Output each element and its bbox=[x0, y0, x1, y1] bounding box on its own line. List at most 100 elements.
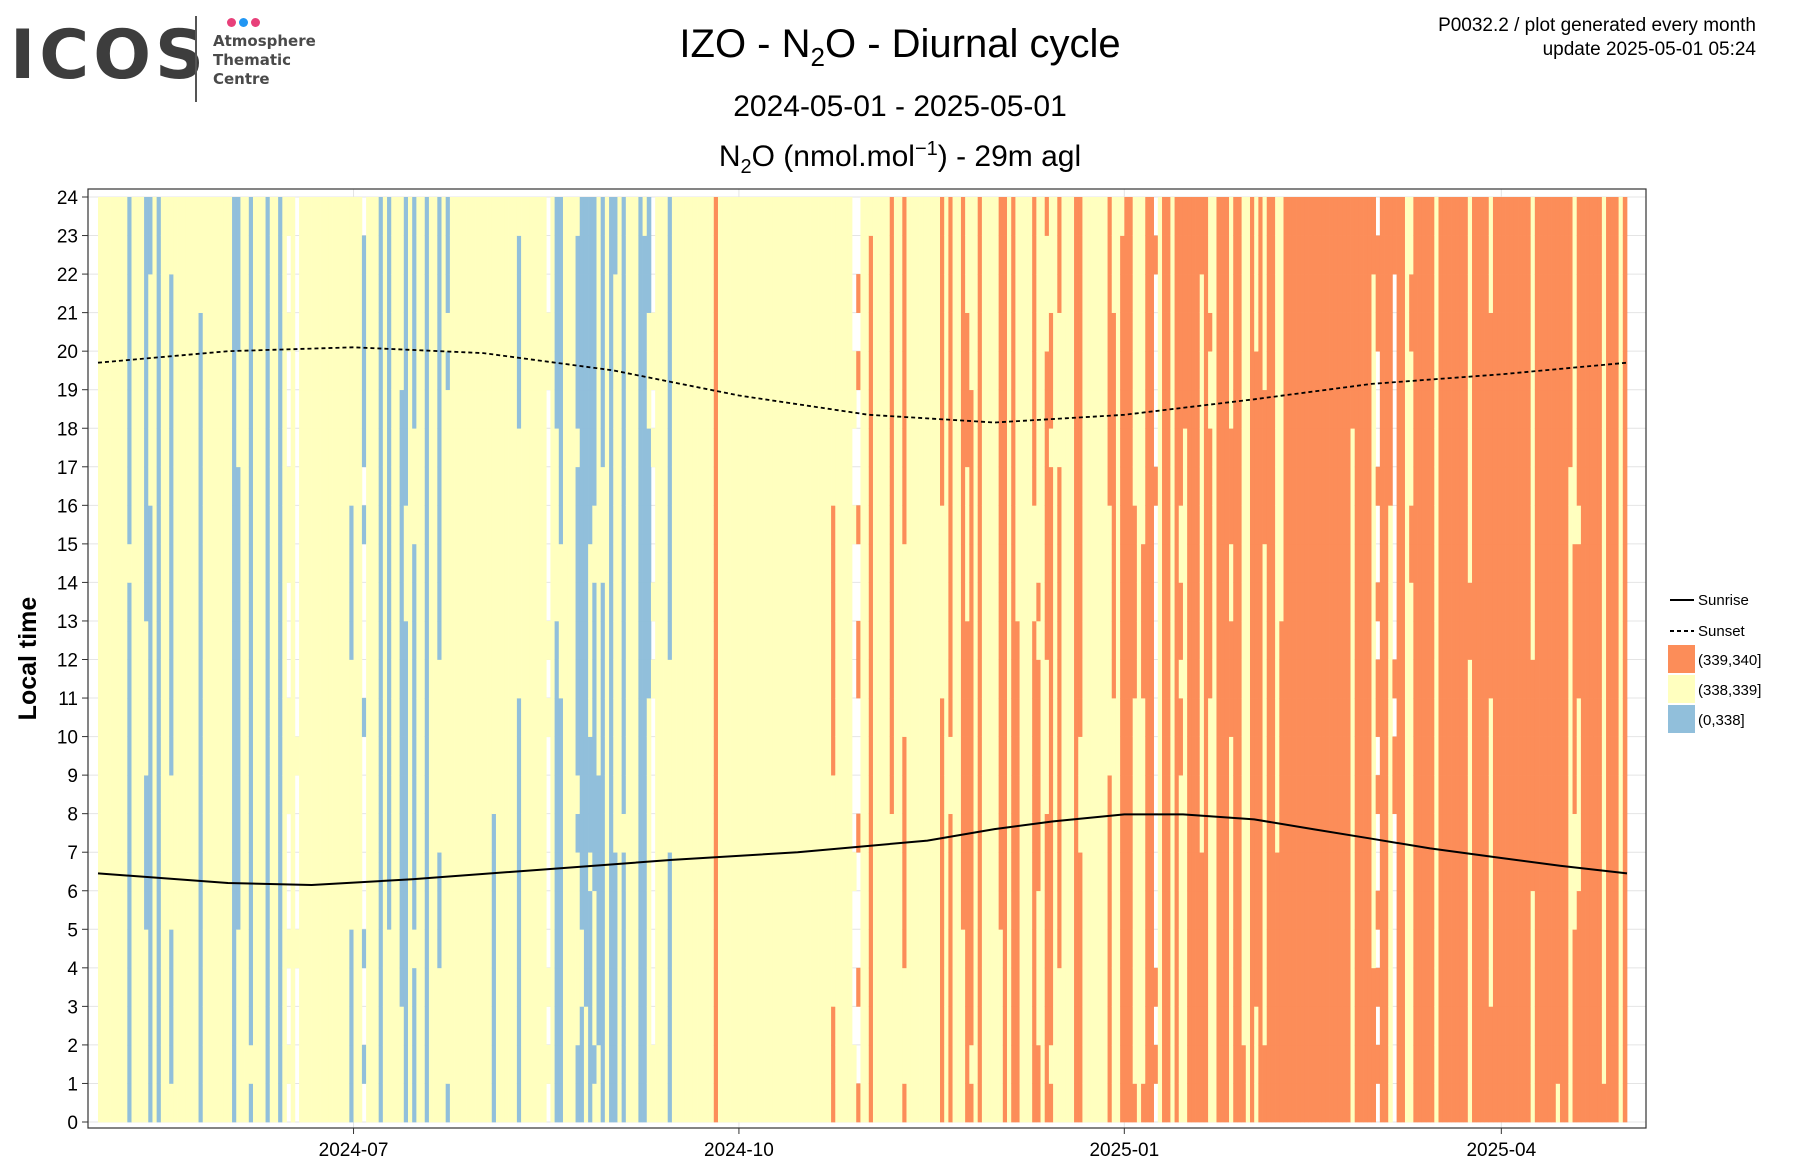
heatmap-cell bbox=[567, 659, 572, 699]
heatmap-cell bbox=[403, 659, 409, 699]
heatmap-cell bbox=[558, 852, 564, 892]
heatmap-cell bbox=[889, 852, 895, 892]
heatmap-cell bbox=[676, 351, 681, 391]
heatmap-cell bbox=[261, 389, 266, 429]
heatmap-cell bbox=[521, 197, 526, 236]
heatmap-cell bbox=[579, 351, 585, 391]
heatmap-cell bbox=[320, 1083, 325, 1123]
heatmap-cell bbox=[190, 389, 195, 429]
heatmap-cell bbox=[340, 351, 346, 391]
heatmap-cell bbox=[596, 274, 602, 313]
heatmap-cell bbox=[826, 698, 832, 737]
heatmap-cell bbox=[697, 1006, 702, 1046]
heatmap-cell bbox=[600, 698, 606, 737]
heatmap-cell bbox=[131, 428, 137, 468]
heatmap-cell bbox=[475, 1083, 480, 1123]
heatmap-cell bbox=[684, 197, 690, 236]
heatmap-cell bbox=[315, 197, 321, 236]
heatmap-cell bbox=[336, 929, 342, 969]
heatmap-cell bbox=[340, 620, 346, 660]
heatmap-cell bbox=[898, 1083, 903, 1123]
heatmap-cell bbox=[416, 1083, 421, 1123]
heatmap-cell bbox=[378, 929, 384, 969]
heatmap-cell bbox=[152, 659, 157, 699]
heatmap-cell bbox=[776, 389, 782, 429]
heatmap-cell bbox=[575, 1006, 581, 1046]
heatmap-cell bbox=[697, 852, 702, 892]
heatmap-cell bbox=[973, 274, 979, 313]
heatmap-cell bbox=[562, 466, 568, 506]
heatmap-cell bbox=[282, 351, 287, 391]
heatmap-cell bbox=[131, 312, 137, 352]
heatmap-cell bbox=[738, 351, 744, 391]
heatmap-cell bbox=[290, 929, 296, 969]
heatmap-cell bbox=[906, 659, 912, 699]
heatmap-cell bbox=[684, 1006, 690, 1046]
heatmap-cell bbox=[118, 351, 124, 391]
heatmap-cell bbox=[236, 736, 241, 776]
heatmap-cell bbox=[449, 582, 455, 622]
heatmap-cell bbox=[646, 890, 652, 930]
heatmap-cell bbox=[123, 312, 128, 352]
heatmap-cell bbox=[956, 197, 962, 236]
heatmap-cell bbox=[579, 1006, 585, 1046]
heatmap-cell bbox=[621, 852, 627, 892]
heatmap-cell bbox=[684, 351, 690, 391]
heatmap-cell bbox=[470, 698, 476, 737]
heatmap-cell bbox=[604, 466, 610, 506]
heatmap-cell bbox=[206, 197, 212, 236]
heatmap-cell bbox=[219, 775, 225, 815]
heatmap-cell bbox=[391, 698, 396, 737]
heatmap-cell bbox=[269, 466, 275, 506]
heatmap-cell bbox=[332, 505, 338, 545]
heatmap-cell bbox=[261, 852, 266, 892]
heatmap-cell bbox=[860, 620, 865, 660]
heatmap-cell bbox=[504, 1006, 509, 1046]
heatmap-cell bbox=[893, 620, 899, 660]
heatmap-cell bbox=[424, 543, 430, 583]
heatmap-cell bbox=[462, 235, 467, 275]
heatmap-cell bbox=[780, 428, 786, 468]
heatmap-cell bbox=[391, 620, 396, 660]
heatmap-cell bbox=[131, 543, 137, 583]
heatmap-cell bbox=[713, 543, 719, 583]
heatmap-cell bbox=[244, 428, 250, 468]
heatmap-cell bbox=[165, 235, 170, 275]
heatmap-cell bbox=[290, 428, 296, 468]
heatmap-cell bbox=[223, 736, 229, 776]
heatmap-cell bbox=[914, 929, 920, 969]
heatmap-cell bbox=[504, 351, 509, 391]
heatmap-cell bbox=[801, 620, 807, 660]
heatmap-cell bbox=[797, 274, 803, 313]
heatmap-cell bbox=[843, 582, 849, 622]
heatmap-cell bbox=[667, 929, 673, 969]
heatmap-cell bbox=[165, 813, 170, 853]
heatmap-cell bbox=[919, 813, 924, 853]
heatmap-cell bbox=[424, 505, 430, 545]
heatmap-cell bbox=[194, 813, 199, 853]
heatmap-cell bbox=[659, 197, 664, 236]
heatmap-cell bbox=[604, 890, 610, 930]
heatmap-cell bbox=[374, 620, 380, 660]
heatmap-cell bbox=[826, 852, 832, 892]
heatmap-cell bbox=[935, 428, 941, 468]
heatmap-cell bbox=[127, 428, 132, 468]
heatmap-cell bbox=[508, 736, 514, 776]
heatmap-cell bbox=[454, 312, 459, 352]
heatmap-cell bbox=[458, 1006, 463, 1046]
heatmap-cell bbox=[697, 890, 702, 930]
heatmap-cell bbox=[211, 698, 216, 737]
heatmap-cell bbox=[240, 235, 245, 275]
heatmap-cell bbox=[571, 775, 576, 815]
heatmap-cell bbox=[713, 235, 719, 275]
heatmap-cell bbox=[428, 505, 434, 545]
heatmap-cell bbox=[433, 929, 438, 969]
heatmap-cell bbox=[642, 389, 648, 429]
heatmap-cell bbox=[617, 582, 622, 622]
heatmap-cell bbox=[872, 1006, 878, 1046]
heatmap-cell bbox=[801, 698, 807, 737]
heatmap-cell bbox=[881, 929, 886, 969]
heatmap-cell bbox=[542, 1006, 547, 1046]
heatmap-cell bbox=[785, 235, 790, 275]
heatmap-cell bbox=[332, 775, 338, 815]
